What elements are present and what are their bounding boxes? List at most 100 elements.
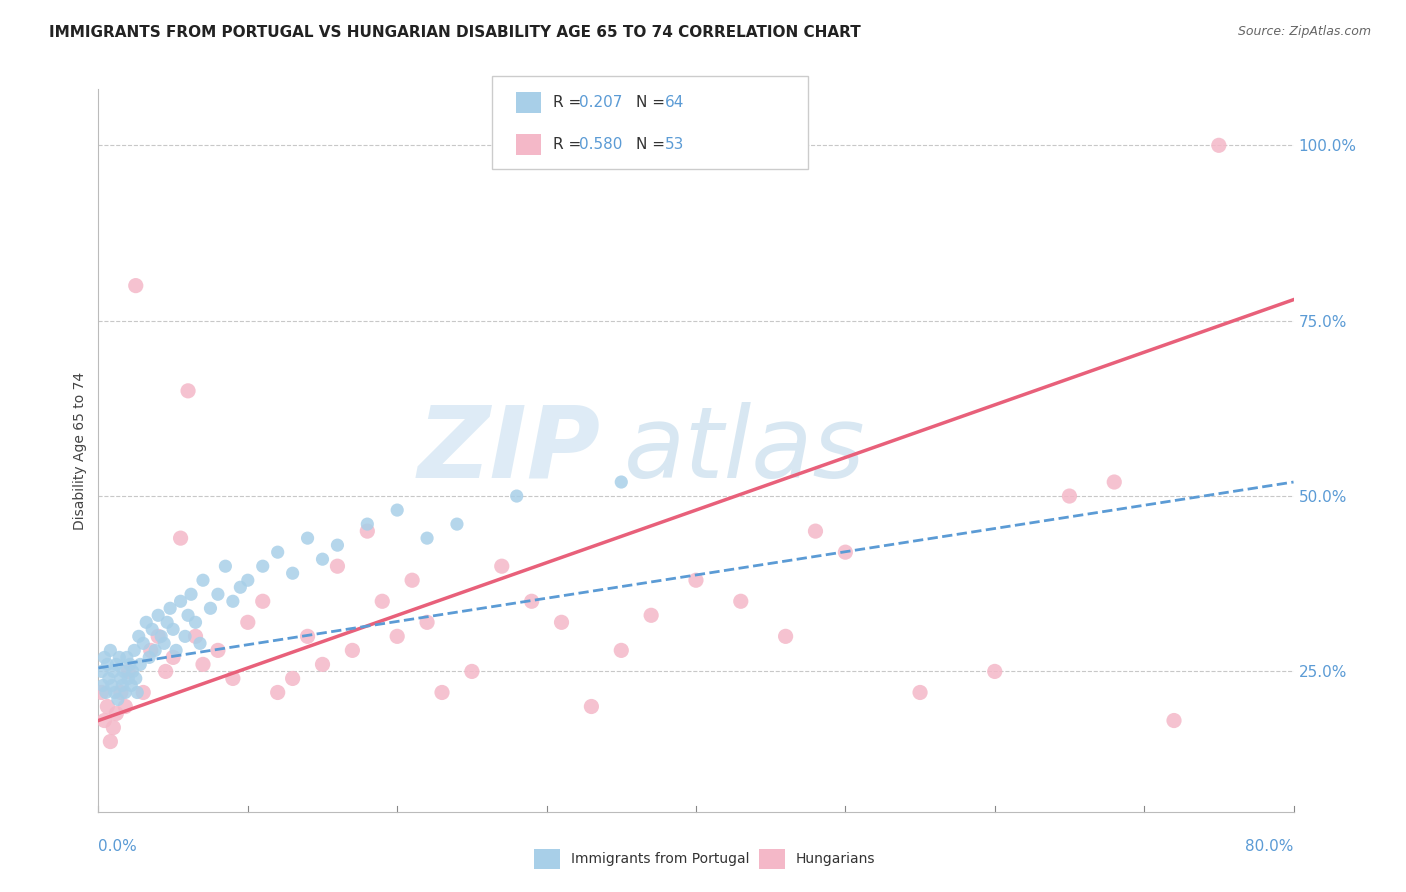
Point [550, 615, 572, 630]
Point [156, 615, 179, 630]
Point [138, 650, 160, 665]
Point [135, 615, 157, 630]
Point [117, 672, 139, 686]
Point [804, 524, 827, 538]
Point [984, 665, 1007, 679]
Point [153, 636, 176, 650]
Point [356, 517, 378, 532]
Point [191, 657, 214, 672]
Point [297, 629, 319, 643]
Point [141, 623, 163, 637]
Point [110, 672, 132, 686]
Point [118, 657, 141, 672]
Point [165, 643, 187, 657]
Point [93, 650, 115, 665]
Point [148, 629, 170, 643]
Point [236, 573, 259, 587]
Point [401, 573, 423, 587]
Point [107, 692, 129, 706]
Point [252, 594, 274, 608]
Point [125, 672, 148, 686]
Point [127, 685, 149, 699]
Point [162, 650, 184, 665]
Text: R =: R = [553, 95, 586, 110]
Text: 64: 64 [665, 95, 685, 110]
Point [132, 636, 155, 650]
Point [1104, 475, 1126, 489]
Point [491, 559, 513, 574]
Point [229, 580, 252, 594]
Text: Hungarians: Hungarians [796, 852, 876, 866]
Point [191, 573, 214, 587]
Point [184, 629, 207, 643]
Point [139, 643, 162, 657]
Point [90, 685, 112, 699]
Point [640, 608, 662, 623]
Point [326, 538, 349, 552]
Point [222, 594, 245, 608]
Point [326, 559, 349, 574]
Point [101, 678, 124, 692]
Point [267, 545, 290, 559]
Point [155, 665, 177, 679]
Point [96, 657, 118, 672]
Point [108, 650, 131, 665]
Text: R =: R = [553, 137, 586, 153]
Text: 80.0%: 80.0% [1246, 838, 1294, 854]
Point [446, 517, 468, 532]
Point [200, 601, 222, 615]
Text: 0.0%: 0.0% [98, 838, 138, 854]
Point [1059, 489, 1081, 503]
Text: atlas: atlas [624, 402, 866, 499]
Point [188, 636, 211, 650]
Point [105, 706, 128, 721]
Point [610, 475, 633, 489]
Point [214, 559, 236, 574]
Text: IMMIGRANTS FROM PORTUGAL VS HUNGARIAN DISABILITY AGE 65 TO 74 CORRELATION CHART: IMMIGRANTS FROM PORTUGAL VS HUNGARIAN DI… [49, 25, 860, 40]
Text: Immigrants from Portugal: Immigrants from Portugal [571, 852, 749, 866]
Point [252, 559, 274, 574]
Point [342, 643, 364, 657]
Point [1163, 714, 1185, 728]
Point [506, 489, 529, 503]
Text: 0.207: 0.207 [579, 95, 623, 110]
Point [103, 721, 125, 735]
Text: ZIP: ZIP [418, 402, 600, 499]
Point [115, 650, 138, 665]
Point [236, 615, 259, 630]
Point [430, 685, 453, 699]
Point [125, 278, 148, 293]
Point [98, 734, 122, 748]
Text: 53: 53 [665, 137, 685, 153]
Point [159, 601, 181, 615]
Point [111, 678, 134, 692]
Point [91, 678, 114, 692]
Point [114, 699, 136, 714]
Point [281, 566, 304, 581]
Point [207, 587, 229, 601]
Point [105, 657, 128, 672]
Point [96, 699, 118, 714]
Point [311, 657, 333, 672]
Point [610, 643, 633, 657]
Point [908, 685, 931, 699]
Point [180, 587, 202, 601]
Point [416, 615, 439, 630]
Point [94, 685, 117, 699]
Point [97, 672, 120, 686]
Point [90, 665, 112, 679]
Point [177, 384, 200, 398]
Point [416, 531, 439, 545]
Point [730, 594, 752, 608]
Point [356, 524, 378, 538]
Point [1208, 138, 1230, 153]
Point [143, 643, 166, 657]
Point [128, 629, 150, 643]
Point [281, 672, 304, 686]
Point [117, 665, 139, 679]
Point [114, 685, 136, 699]
Point [834, 545, 856, 559]
Text: N =: N = [636, 137, 669, 153]
Point [267, 685, 290, 699]
Text: N =: N = [636, 95, 669, 110]
